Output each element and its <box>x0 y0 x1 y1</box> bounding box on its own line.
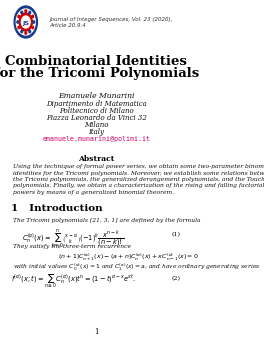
Text: with initial values $C_0^{(\alpha)}(x) = 1$ and $C_1^{(\alpha)}(x) = a$, and hav: with initial values $C_0^{(\alpha)}(x) =… <box>13 262 261 273</box>
Text: Combinatorial Identities: Combinatorial Identities <box>5 55 187 68</box>
Text: Using the technique of formal power series, we obtain some two-parameter binomia: Using the technique of formal power seri… <box>13 164 264 169</box>
Circle shape <box>25 32 27 34</box>
Text: Politecnico di Milano: Politecnico di Milano <box>59 107 134 115</box>
Text: JS: JS <box>22 20 29 26</box>
Text: The Tricomi polynomials [21, 3, 1] are defined by the formula: The Tricomi polynomials [21, 3, 1] are d… <box>13 218 201 223</box>
Text: 1: 1 <box>94 328 98 336</box>
Circle shape <box>25 10 27 12</box>
Text: Italy: Italy <box>88 128 104 136</box>
Text: Journal of Integer Sequences, Vol. 23 (2020),: Journal of Integer Sequences, Vol. 23 (2… <box>50 17 173 22</box>
Circle shape <box>17 21 19 23</box>
Circle shape <box>18 15 20 18</box>
Text: for the Tricomi Polynomials: for the Tricomi Polynomials <box>0 67 199 80</box>
Text: identities for the Tricomi polynomials. Moreover, we establish some relations be: identities for the Tricomi polynomials. … <box>13 170 264 176</box>
Circle shape <box>18 26 20 29</box>
Text: Article 20.9.4: Article 20.9.4 <box>50 23 87 28</box>
Text: Dipartimento di Matematica: Dipartimento di Matematica <box>46 100 147 108</box>
Circle shape <box>21 16 30 28</box>
Text: 1   Introduction: 1 Introduction <box>11 204 102 213</box>
Circle shape <box>29 11 31 14</box>
Text: $C_n^{(\alpha)}(x) = \sum_{k=0}^{n} \binom{x-\alpha}{k}(-1)^k \dfrac{x^{n-k}}{(n: $C_n^{(\alpha)}(x) = \sum_{k=0}^{n} \bin… <box>22 228 125 250</box>
Text: Abstract: Abstract <box>78 155 115 163</box>
Circle shape <box>33 21 35 23</box>
Text: They satisfy the three-term recurrence: They satisfy the three-term recurrence <box>13 244 131 249</box>
Circle shape <box>14 6 37 38</box>
Text: emanuele.munarini@polimi.it: emanuele.munarini@polimi.it <box>42 136 150 142</box>
Circle shape <box>29 30 31 33</box>
Circle shape <box>32 15 34 18</box>
Circle shape <box>21 30 23 33</box>
Text: (1): (1) <box>172 232 181 237</box>
Circle shape <box>19 13 32 31</box>
Text: Emanuele Munarini: Emanuele Munarini <box>58 92 135 100</box>
Text: Piazza Leonardo da Vinci 32: Piazza Leonardo da Vinci 32 <box>46 114 147 122</box>
Text: (2): (2) <box>172 276 181 281</box>
Text: polynomials. Finally, we obtain a characterization of the rising and falling fac: polynomials. Finally, we obtain a charac… <box>13 183 264 189</box>
Circle shape <box>21 11 23 14</box>
Text: the Tricomi polynomials, the generalized derangement polynomials, and the Toucha: the Tricomi polynomials, the generalized… <box>13 177 264 182</box>
Circle shape <box>32 26 34 29</box>
Text: powers by means of a generalized binomial theorem.: powers by means of a generalized binomia… <box>13 190 175 195</box>
Circle shape <box>16 9 35 35</box>
Text: Milano: Milano <box>84 121 109 129</box>
Text: $f^{(\alpha)}(x;t) = \sum_{n \geq 0} C_n^{(\alpha)}(x) t^n = (1-t)^{\alpha-x} e^: $f^{(\alpha)}(x;t) = \sum_{n \geq 0} C_n… <box>11 272 135 290</box>
Text: $(n+1)C_{n+1}^{(\alpha)}(x) - (a+n)C_n^{(\alpha)}(x) + xC_{n-1}^{(\alpha)}(x) = : $(n+1)C_{n+1}^{(\alpha)}(x) - (a+n)C_n^{… <box>59 252 199 264</box>
